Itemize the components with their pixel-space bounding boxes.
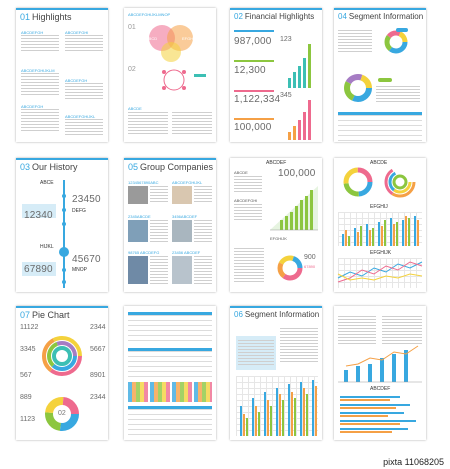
- ring-pie-charts: [42, 336, 82, 431]
- page-header: ABCDEFGHIJKLMNOP: [128, 12, 171, 17]
- kpi-small: 123: [280, 36, 292, 43]
- pie-center-label: 02: [58, 410, 66, 417]
- data-table: [128, 348, 212, 381]
- number-label: 02: [128, 66, 136, 73]
- area-bar-chart: [270, 186, 318, 281]
- kpi-value: 987,000: [234, 36, 272, 47]
- company-name: 3456ABCDEF: [172, 214, 198, 219]
- kpi-value: 12,300: [234, 65, 266, 76]
- company-name: 98765 ABCDEFG: [128, 250, 160, 255]
- multi-line-chart: [337, 261, 423, 283]
- segment-bar-chart: [240, 380, 317, 436]
- chart-caption: EFGHIJK: [270, 236, 287, 241]
- number-label: 01: [128, 24, 136, 31]
- pie-value: 3345: [20, 346, 36, 353]
- chart-caption: EFGHIJK: [370, 250, 392, 256]
- company-name: 2345ABCDE: [128, 214, 151, 219]
- timeline-markers: [22, 194, 69, 284]
- bar-line-combo-chart: [338, 345, 422, 383]
- page-our-history: 03 Our History ABCE 12340 23450 DEFG HIJK…: [16, 158, 108, 292]
- company-name: 23456 ABCDEF: [172, 250, 201, 255]
- history-label: HIJKL: [40, 244, 54, 250]
- history-label: DEFG: [72, 208, 86, 214]
- page-highlights: 01 Highlights ABCDEFGH ABCDEFGHI ABCDEFGH…: [16, 8, 108, 142]
- pie-value: 2344: [90, 324, 106, 331]
- history-value: 45670: [72, 254, 101, 265]
- data-table: [338, 112, 422, 141]
- venn-label: EFGH: [182, 36, 194, 41]
- page-title: 04 Segment Information: [338, 12, 424, 21]
- chart-caption: ABCDEFGHI: [234, 198, 258, 203]
- page-top-bar: [16, 306, 108, 308]
- page-financial-highlights: 02 Financial Highlights 987,000 12,300 1,…: [230, 8, 322, 142]
- page-charts-a: ABCDEF ABCDE 100,000 ABCDEFGHI EFGHIJK 9…: [230, 158, 322, 292]
- history-value: 23450: [72, 194, 101, 205]
- chart-caption: ABCDE: [370, 160, 388, 166]
- page-title: 03 Our History: [20, 162, 78, 172]
- kpi-value: 100,000: [278, 168, 316, 179]
- venn-label: ABCD: [146, 36, 158, 41]
- section-label: ABCDEFGHIJKLM: [21, 68, 55, 73]
- page-top-bar: [230, 8, 322, 10]
- section-label: ABCDEFGH: [21, 104, 44, 109]
- kpi-value: 1,122,334: [234, 94, 281, 105]
- rings-bars-lines: [343, 166, 416, 198]
- section-label: ABCDEFGHIJKL: [65, 114, 96, 119]
- company-name: ABCDEFGHIJKL: [172, 180, 203, 185]
- pie-value: 2344: [90, 394, 106, 401]
- page-venn: ABCDEFGHIJKLMNOP 01 02 ABCD EFGH ABCDE: [124, 8, 216, 142]
- horizontal-bar-chart: [340, 396, 416, 433]
- data-table: [128, 406, 212, 437]
- history-label: MNOP: [72, 267, 87, 273]
- history-value: 12340: [24, 210, 53, 221]
- page-charts-c: ABCDEF: [334, 306, 426, 440]
- pie-value: 1123: [20, 416, 36, 423]
- kpi-value: 100,000: [234, 122, 272, 133]
- page-charts-b: ABCDE EFGHIJ EFGHIJK: [334, 158, 426, 292]
- page-title: 06 Segment Information: [234, 310, 320, 319]
- history-label: ABCE: [40, 180, 54, 186]
- section-label: ABCDEFGHI: [65, 30, 89, 35]
- chart-caption: ABCDEF: [370, 386, 391, 392]
- page-title: 05 Group Companies: [128, 162, 214, 172]
- watermark: pixta 11068205: [383, 457, 444, 467]
- page-title: 07 Pie Chart: [20, 310, 70, 320]
- page-top-bar: [230, 306, 322, 308]
- page-top-bar: [334, 8, 426, 10]
- data-table: [128, 312, 212, 345]
- section-label: ABCDE: [128, 106, 142, 111]
- pie-value: 567: [20, 372, 32, 379]
- pie-value: 11122: [20, 324, 39, 331]
- venn-diagram: [149, 25, 206, 91]
- pie-value: 8901: [90, 372, 106, 379]
- pie-value: 889: [20, 394, 32, 401]
- page-title: 02 Financial Highlights: [234, 12, 315, 21]
- page-tables: [124, 306, 216, 440]
- grouped-bar-chart: [342, 216, 419, 246]
- page-title: 01 Highlights: [20, 12, 72, 22]
- kpi-small: 67890: [304, 264, 316, 269]
- section-label: ABCDEFGH: [21, 30, 44, 35]
- kpi-small: 345: [280, 92, 292, 99]
- pie-value: 5667: [90, 346, 106, 353]
- chart-caption: EFGHIJ: [370, 204, 388, 210]
- kpi-small: 900: [304, 254, 316, 261]
- page-top-bar: [16, 8, 108, 10]
- page-pie-chart: 07 Pie Chart 11122 3345 567 889 1123 2344…: [16, 306, 108, 440]
- page-segment-information: 04 Segment Information: [334, 8, 426, 142]
- chart-caption: ABCDEF: [266, 160, 287, 166]
- company-name: 1234567890ABC: [128, 180, 159, 185]
- page-group-companies: 05 Group Companies 1234567890ABC ABCDEFGH…: [124, 158, 216, 292]
- segment-donuts: [344, 28, 408, 102]
- kpi-bar-charts: [288, 44, 311, 140]
- page-top-bar: [16, 158, 108, 160]
- page-segment-information-2: 06 Segment Information: [230, 306, 322, 440]
- chart-caption: ABCDE: [234, 170, 248, 175]
- section-label: ABCDEFGH: [65, 78, 88, 83]
- history-value: 67890: [24, 264, 53, 275]
- page-top-bar: [124, 158, 216, 160]
